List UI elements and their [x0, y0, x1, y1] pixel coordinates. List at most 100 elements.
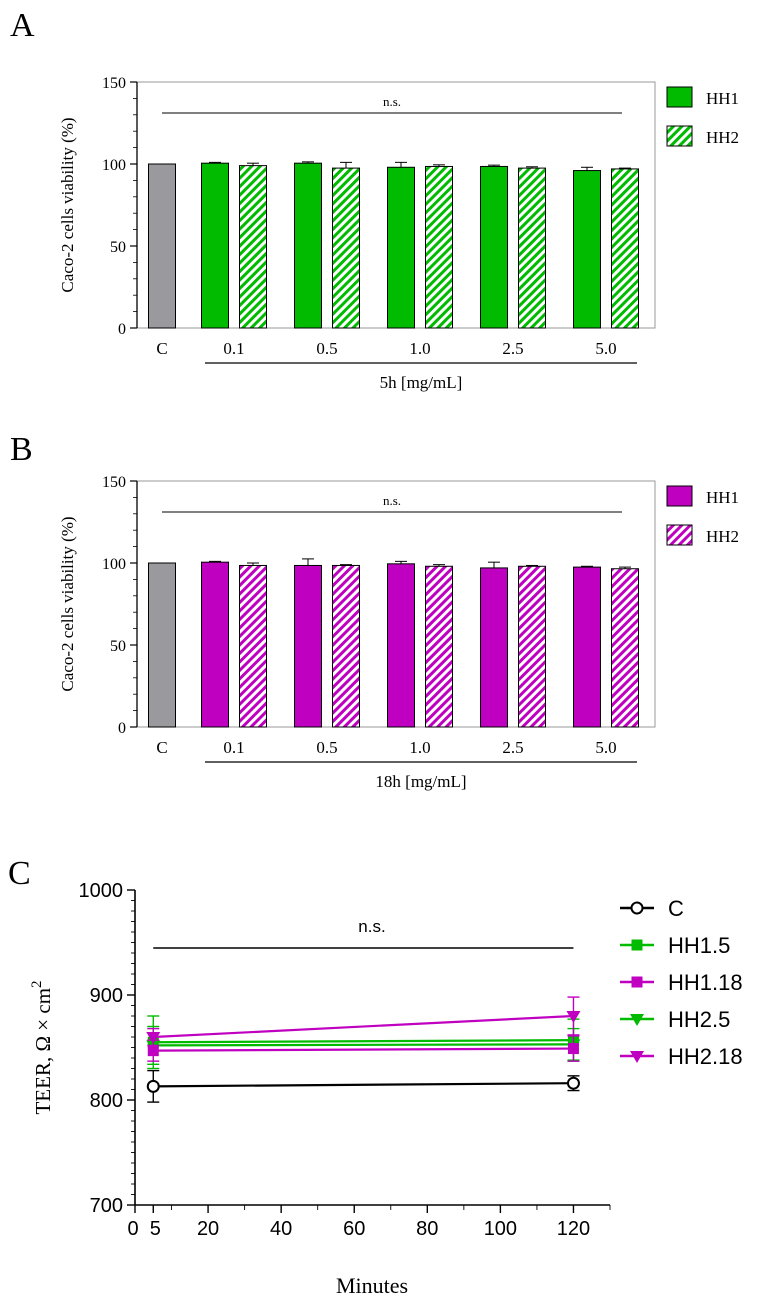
y-tick-label: 100 — [102, 157, 126, 174]
legend-label-hh1: HH1 — [706, 89, 739, 108]
control-label: C — [156, 738, 167, 757]
panel-label-b: B — [10, 431, 33, 468]
x-tick-label: 5.0 — [595, 738, 616, 757]
bar-hh2-5-0 — [611, 568, 639, 728]
x-tick-label: 0.5 — [316, 339, 337, 358]
x-tick-label: 0.1 — [223, 339, 244, 358]
point-hh2-18 — [566, 1011, 581, 1023]
bar-hh2-5-0 — [611, 168, 639, 329]
y-tick-label: 150 — [102, 75, 126, 92]
legend-label-hh1-18: HH1.18 — [668, 970, 743, 995]
x-tick-label: 5.0 — [595, 339, 616, 358]
y-axis-label-text: TEER, Ω × cm — [31, 988, 55, 1115]
y-tick-label: 1000 — [79, 880, 124, 902]
series-line-hh1-5 — [153, 1039, 574, 1044]
bar-hh1-0-5 — [294, 162, 322, 329]
bar-chart-b: 0 50 100 150 Caco-2 cells viability (%) C 0.1 0… — [58, 474, 739, 791]
legend-label-c: C — [668, 896, 684, 921]
bar-hh2-1-0 — [425, 565, 453, 728]
x-tick-label: 20 — [197, 1218, 219, 1240]
x-tick-label: 2.5 — [502, 738, 523, 757]
bar-hh1-5-0 — [573, 566, 601, 728]
point-hh1-18 — [567, 1043, 579, 1055]
legend-label-hh1: HH1 — [706, 488, 739, 507]
legend-swatch-hh2 — [666, 125, 693, 147]
series-line-hh2-5 — [153, 1043, 574, 1047]
legend-label-hh1-5: HH1.5 — [668, 933, 730, 958]
y-tick-label: 0 — [118, 720, 126, 737]
x-axis-label: 5h [mg/mL] — [380, 373, 463, 392]
bar-hh1-0-1 — [201, 162, 229, 329]
significance-label: n.s. — [358, 917, 385, 936]
y-axis-label-superscript: 2 — [29, 980, 45, 988]
legend-swatch-hh2 — [666, 524, 693, 546]
panel-label-c: C — [8, 855, 31, 892]
legend-label-hh2-18: HH2.18 — [668, 1044, 743, 1069]
x-tick-label: 100 — [484, 1218, 517, 1240]
bar-hh1-0-1 — [201, 561, 229, 728]
x-tick-label: 40 — [270, 1218, 292, 1240]
legend-label-hh2: HH2 — [706, 527, 739, 546]
bar-hh2-2-5 — [518, 565, 546, 728]
bar-hh2-0-5 — [332, 564, 360, 728]
y-tick-label: 900 — [90, 985, 123, 1007]
x-tick-label: 2.5 — [502, 339, 523, 358]
x-tick-label: 120 — [557, 1218, 590, 1240]
y-tick-label: 0 — [118, 321, 126, 338]
bar-hh2-2-5 — [518, 167, 546, 329]
y-axis-label: Caco-2 cells viability (%) — [58, 516, 77, 691]
bar-hh2-0-1 — [239, 165, 267, 329]
control-label: C — [156, 339, 167, 358]
bar-control — [148, 163, 176, 329]
point-c — [146, 1079, 160, 1093]
panel-label-a: A — [10, 7, 35, 44]
x-tick-label: 1.0 — [409, 339, 430, 358]
significance-label: n.s. — [383, 94, 401, 109]
y-tick-label: 100 — [102, 556, 126, 573]
point-hh2-18 — [146, 1032, 161, 1044]
bar-control — [148, 562, 176, 728]
x-tick-label: 0 — [127, 1218, 138, 1240]
y-tick-label: 150 — [102, 474, 126, 491]
legend-marker-hh1-5 — [631, 939, 643, 951]
x-tick-label: 60 — [343, 1218, 365, 1240]
y-tick-label: 50 — [110, 638, 126, 655]
point-c — [566, 1076, 580, 1090]
x-tick-label: 5 — [150, 1218, 161, 1240]
y-tick-label: 800 — [90, 1090, 123, 1112]
series-line-hh1-18 — [153, 1047, 574, 1052]
bar-hh1-1-0 — [387, 166, 415, 329]
x-tick-label: 0.1 — [223, 738, 244, 757]
point-hh1-18 — [147, 1045, 159, 1057]
y-axis-label: TEER, Ω × cm2 — [29, 980, 55, 1114]
bar-hh2-1-0 — [425, 165, 453, 329]
series-line-c — [153, 1082, 574, 1088]
legend-marker-hh2-18 — [630, 1051, 644, 1063]
bar-hh1-1-0 — [387, 563, 415, 728]
legend-label-hh2: HH2 — [706, 128, 739, 147]
bar-hh1-0-5 — [294, 564, 322, 728]
bar-hh1-2-5 — [480, 165, 508, 329]
y-tick-label: 50 — [110, 239, 126, 256]
line-chart-c: 700 800 900 1000 0 5 20 40 60 80 100 120 Minutes TEER… — [29, 880, 743, 1298]
y-tick-label: 700 — [90, 1195, 123, 1217]
series-line-hh2-18 — [153, 1014, 574, 1039]
x-axis-label: 18h [mg/mL] — [375, 772, 466, 791]
legend-marker-hh1-18 — [631, 976, 643, 988]
legend-label-hh2-5: HH2.5 — [668, 1007, 730, 1032]
bar-chart-a: 0 50 100 150 Caco-2 cells viability (%) C 0.1 0… — [58, 75, 739, 392]
x-tick-label: 80 — [416, 1218, 438, 1240]
y-axis-label: Caco-2 cells viability (%) — [58, 117, 77, 292]
legend-marker-hh2-5 — [630, 1014, 644, 1026]
significance-label: n.s. — [383, 493, 401, 508]
bar-hh2-0-1 — [239, 564, 267, 728]
legend-swatch-hh1 — [666, 485, 693, 507]
x-tick-label: 1.0 — [409, 738, 430, 757]
legend-marker-c — [630, 901, 644, 915]
legend-swatch-hh1 — [666, 86, 693, 108]
x-axis-label: Minutes — [336, 1273, 408, 1298]
bar-hh1-2-5 — [480, 567, 508, 728]
bar-hh1-5-0 — [573, 170, 601, 329]
x-tick-label: 0.5 — [316, 738, 337, 757]
